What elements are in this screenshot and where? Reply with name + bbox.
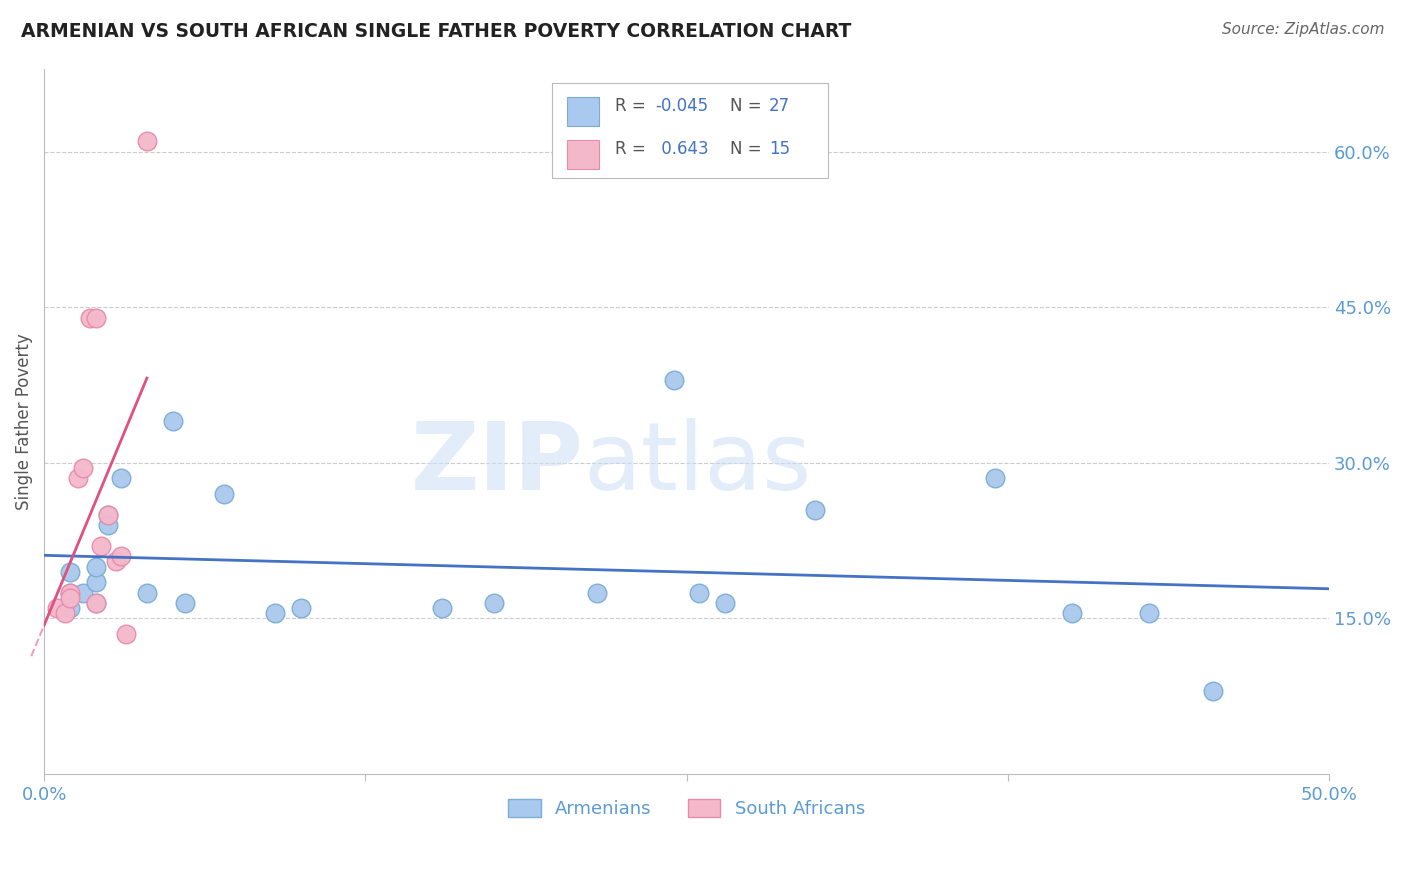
Point — [264, 607, 287, 621]
Point — [585, 585, 607, 599]
Point — [97, 518, 120, 533]
Point — [110, 471, 132, 485]
Point — [482, 596, 505, 610]
Point — [174, 596, 197, 610]
Point — [97, 508, 120, 522]
Point — [135, 134, 157, 148]
Point — [290, 601, 312, 615]
Text: -0.045: -0.045 — [655, 97, 709, 115]
Text: 0.643: 0.643 — [655, 140, 709, 158]
Point — [84, 596, 107, 610]
Point — [804, 502, 827, 516]
Point — [97, 508, 120, 522]
Point — [59, 601, 82, 615]
FancyBboxPatch shape — [567, 140, 599, 169]
Point — [1137, 607, 1160, 621]
Point — [1060, 607, 1083, 621]
Y-axis label: Single Father Poverty: Single Father Poverty — [15, 333, 32, 509]
Text: ZIP: ZIP — [411, 417, 583, 509]
FancyBboxPatch shape — [567, 97, 599, 127]
Point — [46, 601, 69, 615]
Point — [53, 607, 76, 621]
Point — [59, 591, 82, 605]
Point — [84, 310, 107, 325]
Point — [66, 471, 89, 485]
Point — [72, 461, 94, 475]
Point — [84, 559, 107, 574]
Text: 15: 15 — [769, 140, 790, 158]
Point — [135, 585, 157, 599]
Point — [212, 487, 235, 501]
Point — [688, 585, 710, 599]
Point — [72, 585, 94, 599]
Point — [110, 549, 132, 564]
Point — [59, 585, 82, 599]
Point — [79, 310, 101, 325]
Point — [59, 585, 82, 599]
Text: N =: N = — [730, 140, 768, 158]
Text: Source: ZipAtlas.com: Source: ZipAtlas.com — [1222, 22, 1385, 37]
Point — [105, 554, 128, 568]
Point — [984, 471, 1007, 485]
Point — [1202, 684, 1225, 698]
Point — [162, 414, 184, 428]
Point — [90, 539, 112, 553]
FancyBboxPatch shape — [551, 83, 828, 178]
Text: N =: N = — [730, 97, 768, 115]
Text: R =: R = — [614, 97, 651, 115]
Point — [714, 596, 737, 610]
Point — [662, 373, 685, 387]
Point — [432, 601, 454, 615]
Point — [84, 596, 107, 610]
Point — [115, 627, 138, 641]
Legend: Armenians, South Africans: Armenians, South Africans — [501, 791, 872, 825]
Text: atlas: atlas — [583, 417, 813, 509]
Point — [59, 565, 82, 579]
Text: ARMENIAN VS SOUTH AFRICAN SINGLE FATHER POVERTY CORRELATION CHART: ARMENIAN VS SOUTH AFRICAN SINGLE FATHER … — [21, 22, 852, 41]
Text: R =: R = — [614, 140, 651, 158]
Text: 27: 27 — [769, 97, 790, 115]
Point — [84, 575, 107, 590]
